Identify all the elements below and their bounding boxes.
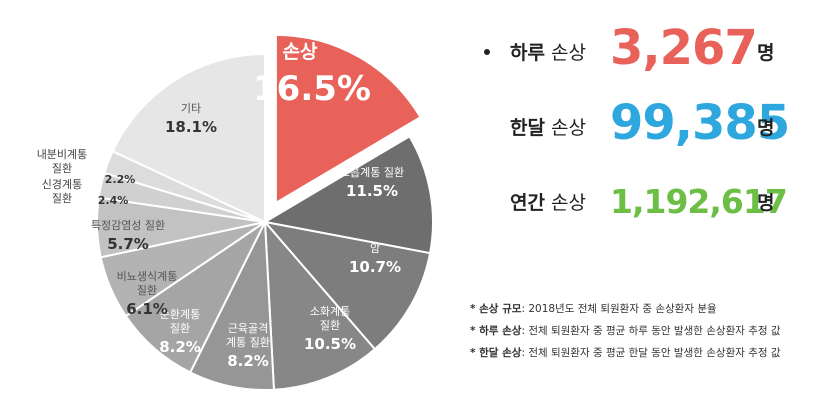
slice-label: 특정감염성 질환 — [91, 219, 165, 232]
stat-yearly-number: 1,192,617 — [610, 182, 788, 221]
slice-label: 기타 — [181, 102, 201, 115]
stat-monthly-unit: 명 — [757, 117, 775, 139]
slice-value-label: 2.4% — [98, 194, 129, 207]
slice-value-label: 8.2% — [159, 338, 201, 356]
stat-yearly-label: 연간 손상 — [510, 192, 586, 214]
slice-label: 비뇨생식계통 — [117, 270, 178, 283]
slice-label: 내분비계통 — [37, 148, 88, 161]
slice-label: 근육골격 — [228, 322, 268, 335]
footnotes: * 손상 규모: 2018년도 전체 퇴원환자 중 손상환자 분율 * 하루 손… — [470, 298, 781, 364]
slice-value-label: 10.7% — [349, 258, 401, 276]
footnote: * 한달 손상: 전체 퇴원환자 중 평균 한달 동안 발생한 손상환자 추정 … — [470, 347, 781, 359]
slice-label: 소화계통 — [310, 305, 350, 318]
slice-value-label: 16.5% — [253, 69, 371, 109]
pie-slice — [262, 134, 434, 255]
bullet-dot — [484, 49, 490, 55]
slice-label: 질환 — [52, 162, 72, 175]
pie-slice — [111, 52, 266, 224]
pie-slice — [274, 33, 422, 205]
slice-value-label: 11.5% — [346, 182, 398, 200]
slice-value-label: 5.7% — [107, 235, 149, 253]
slice-value-label: 6.1% — [126, 300, 168, 318]
stat-monthly-number: 99,385 — [610, 95, 790, 151]
slice-label: 질환 — [320, 319, 340, 332]
stat-daily-unit: 명 — [757, 42, 775, 64]
slice-value-label: 18.1% — [165, 118, 217, 136]
stat-monthly-label: 한달 손상 — [510, 117, 586, 139]
stat-yearly-unit: 명 — [757, 192, 775, 214]
pie-slice — [262, 220, 432, 351]
footnote: * 하루 손상: 전체 퇴원환자 중 평균 하루 동안 발생한 손상환자 추정 … — [470, 325, 781, 337]
slice-label: 암 — [370, 242, 380, 255]
slice-label: 손상 — [283, 41, 318, 63]
slice-label: 질환 — [52, 192, 72, 205]
slice-value-label: 8.2% — [227, 352, 269, 370]
slice-label: 질환 — [170, 322, 190, 335]
slice-label: 신경계통 — [42, 178, 82, 191]
footnote: * 손상 규모: 2018년도 전체 퇴원환자 중 손상환자 분율 — [470, 303, 717, 315]
pie-slice — [188, 218, 276, 391]
pie-slice — [263, 219, 377, 391]
slice-label: 질환 — [137, 284, 157, 297]
stat-daily-label: 하루 손상 — [510, 42, 586, 64]
stat-daily-number: 3,267 — [610, 20, 758, 76]
slice-value-label: 2.2% — [105, 173, 136, 186]
slice-label: 호흡계통 질환 — [340, 165, 404, 179]
slice-label: 계통 질환 — [226, 336, 270, 349]
pie-slice — [124, 219, 268, 374]
slice-value-label: 10.5% — [304, 335, 356, 353]
slice-label: 순환계통 — [160, 308, 200, 321]
